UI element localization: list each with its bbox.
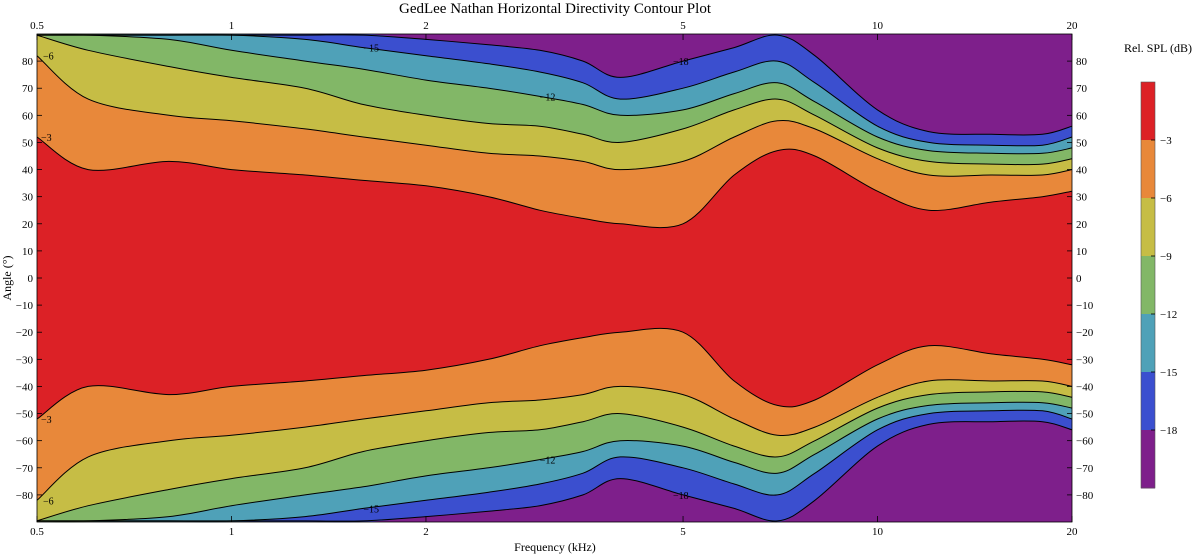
y-tick-label-left: −30 (16, 354, 34, 366)
contour-line-lower-3 (36, 327, 1073, 420)
contour-label-lower-15: −15 (363, 504, 379, 515)
colorbar-swatch (1141, 430, 1155, 489)
contour-label-upper-6: −6 (43, 52, 54, 63)
contour-line-upper-12 (36, 34, 1073, 155)
colorbar-tick-label: −6 (1160, 193, 1172, 205)
y-axis-label: Angle (°) (0, 255, 14, 300)
contour-line-lower-6 (36, 379, 1073, 501)
contour-lines (36, 34, 1073, 522)
y-tick-label-left: −70 (16, 463, 34, 475)
x-tick-label-bottom: 1 (229, 526, 235, 538)
y-tick-label-left: 70 (22, 83, 34, 95)
colorbar-tick-label: −15 (1160, 367, 1178, 379)
x-tick-label-bottom: 20 (1067, 526, 1079, 538)
colorbar: −3 −6 −9 −12 −15 −18 (1140, 81, 1178, 489)
colorbar-tick-label: −18 (1160, 425, 1178, 437)
x-tick-label-bottom: 10 (872, 526, 884, 538)
colorbar-label: Rel. SPL (dB) (1124, 41, 1192, 55)
contour-label-lower-12: −12 (540, 456, 556, 467)
y-tick-label-right: 70 (1076, 83, 1088, 95)
y-tick-label-right: −20 (1076, 327, 1094, 339)
y-tick-label-left: −50 (16, 409, 34, 421)
band-above-level-3 (37, 137, 1072, 419)
x-tick-label-top: 2 (423, 20, 429, 32)
contour-line-upper-9 (36, 34, 1073, 166)
colorbar-swatch (1141, 198, 1155, 257)
contour-line-lower-18 (37, 420, 1073, 522)
y-tick-label-left: −20 (16, 327, 34, 339)
y-tick-label-left: 20 (22, 219, 34, 231)
chart-title: GedLee Nathan Horizontal Directivity Con… (399, 1, 712, 17)
contour-line-upper-6 (36, 55, 1073, 177)
contour-label-lower-3: −3 (41, 415, 52, 426)
contour-label-lower-18: −18 (673, 491, 689, 502)
y-tick-label-left: 50 (22, 137, 34, 149)
y-tick-label-right: 50 (1076, 137, 1088, 149)
colorbar-swatch (1141, 256, 1155, 315)
x-tick-label-top: 1 (229, 20, 235, 32)
x-axis-label: Frequency (kHz) (514, 540, 596, 554)
contour-line-upper-18 (37, 34, 1073, 136)
y-tick-label-left: −10 (16, 300, 34, 312)
colorbar-swatch (1141, 82, 1155, 141)
colorbar-tick-label: −9 (1160, 251, 1172, 263)
y-tick-label-right: −50 (1076, 409, 1094, 421)
contour-bands (37, 33, 1072, 523)
x-tick-label-top: 20 (1067, 20, 1079, 32)
x-tick-label-top: 0.5 (30, 20, 44, 32)
y-tick-label-right: 10 (1076, 246, 1088, 258)
y-tick-label-right: 40 (1076, 165, 1088, 177)
x-tick-label-bottom: 2 (423, 526, 429, 538)
colorbar-swatch (1141, 314, 1155, 373)
colorbar-swatch (1141, 372, 1155, 431)
contour-label-upper-15: −15 (363, 44, 379, 55)
contour-label-upper-12: −12 (540, 92, 556, 103)
y-tick-label-right: 20 (1076, 219, 1088, 231)
y-tick-label-right: 60 (1076, 110, 1088, 122)
x-tick-label-top: 10 (872, 20, 884, 32)
axis-ticks: 0.5 0.5 1 1 2 2 5 5 10 10 20 20 80 80 70 70 60 60 50 50 40 40… (16, 20, 1094, 538)
y-tick-label-left: 10 (22, 246, 34, 258)
y-tick-label-right: −30 (1076, 354, 1094, 366)
colorbar-frame (1140, 81, 1156, 489)
x-tick-label-bottom: 5 (680, 526, 686, 538)
y-tick-label-right: −10 (1076, 300, 1094, 312)
y-tick-label-left: 0 (28, 273, 34, 285)
y-tick-label-right: −80 (1076, 490, 1094, 502)
contour-line-lower-9 (36, 390, 1073, 522)
y-tick-label-right: −40 (1076, 381, 1094, 393)
y-tick-label-right: −60 (1076, 436, 1094, 448)
y-tick-label-left: 80 (22, 56, 34, 68)
y-tick-label-right: 30 (1076, 192, 1088, 204)
contour-labels: −3 −3 −6 −6 −12 −12 −15 −15 −18 −18 (41, 44, 689, 516)
y-tick-label-left: 60 (22, 110, 34, 122)
colorbar-tick-label: −12 (1160, 309, 1177, 321)
y-tick-label-right: 0 (1076, 273, 1082, 285)
contour-line-upper-3 (36, 136, 1073, 229)
colorbar-tick-label: −3 (1160, 135, 1172, 147)
x-tick-label-top: 5 (680, 20, 686, 32)
y-tick-label-right: −70 (1076, 463, 1094, 475)
contour-label-lower-6: −6 (43, 496, 54, 507)
y-tick-label-left: −40 (16, 381, 34, 393)
contour-label-upper-3: −3 (41, 133, 52, 144)
y-tick-label-right: 80 (1076, 56, 1088, 68)
y-tick-label-left: 30 (22, 192, 34, 204)
contour-label-upper-18: −18 (673, 57, 689, 68)
x-tick-label-bottom: 0.5 (30, 526, 44, 538)
y-tick-label-left: 40 (22, 165, 34, 177)
y-tick-label-left: −60 (16, 436, 34, 448)
contour-line-lower-12 (36, 401, 1073, 522)
y-tick-label-left: −80 (16, 490, 34, 502)
colorbar-swatch (1141, 140, 1155, 199)
